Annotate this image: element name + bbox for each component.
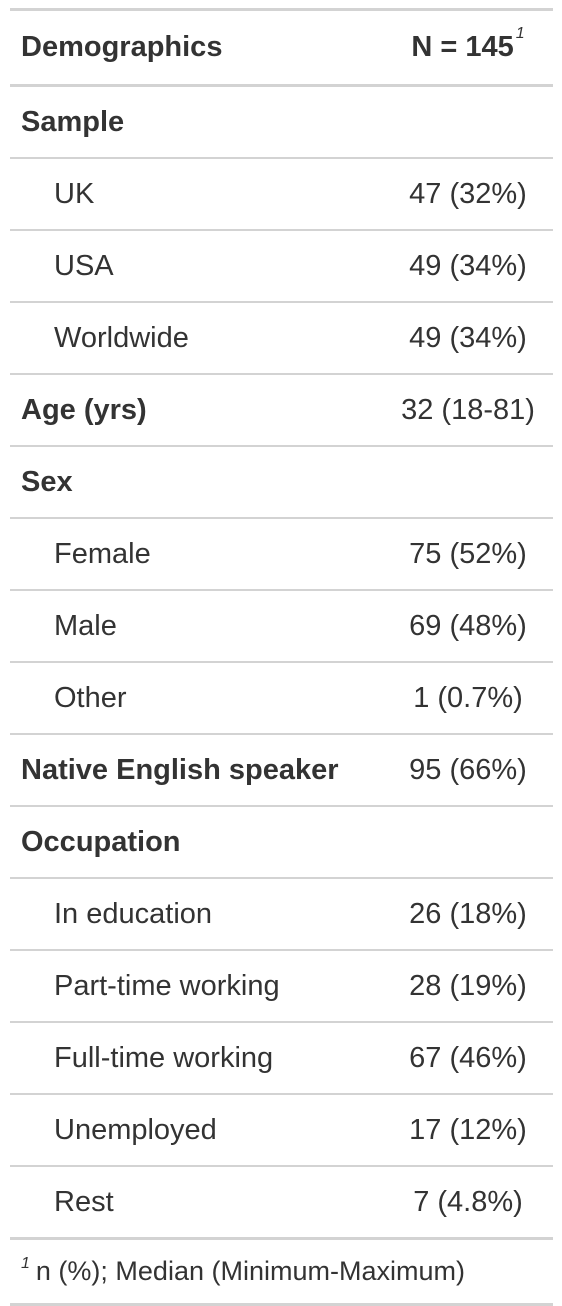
footnote-text: n (%); Median (Minimum-Maximum) (35, 1256, 465, 1286)
table-row: USA 49 (34%) (10, 231, 553, 303)
table-row: Other 1 (0.7%) (10, 663, 553, 735)
row-label: Female (54, 537, 151, 570)
row-value: 28 (19%) (409, 969, 527, 1002)
row-value: 1 (0.7%) (413, 681, 523, 714)
row-value: 95 (66%) (409, 753, 527, 786)
row-label: Sex (21, 465, 73, 498)
footnote-marker-ref: 1 (21, 1254, 30, 1272)
row-label: Full-time working (54, 1041, 274, 1074)
row-label: Rest (54, 1185, 114, 1218)
header-value-text: N = 145 (411, 31, 514, 63)
table-row: Rest 7 (4.8%) (10, 1167, 553, 1240)
table-footnote: 1 n (%); Median (Minimum-Maximum) (10, 1240, 553, 1306)
row-label: Part-time working (54, 969, 280, 1002)
table-row: Unemployed 17 (12%) (10, 1095, 553, 1167)
row-label: Occupation (21, 825, 181, 858)
row-label: Unemployed (54, 1113, 217, 1146)
row-label: In education (54, 897, 213, 930)
table-row: Female 75 (52%) (10, 519, 553, 591)
row-value: 26 (18%) (409, 897, 527, 930)
table-row: Full-time working 67 (46%) (10, 1023, 553, 1095)
row-label: Other (54, 681, 127, 714)
table-row: Part-time working 28 (19%) (10, 951, 553, 1023)
table-row: Sample (10, 87, 553, 159)
row-value: 49 (34%) (409, 321, 527, 354)
row-value: 32 (18-81) (401, 393, 535, 426)
table-row: UK 47 (32%) (10, 159, 553, 231)
table-row: Age (yrs) 32 (18-81) (10, 375, 553, 447)
row-value: 17 (12%) (409, 1113, 527, 1146)
row-value: 7 (4.8%) (413, 1185, 523, 1218)
table-row: Male 69 (48%) (10, 591, 553, 663)
top-rule (10, 8, 553, 11)
row-value: 67 (46%) (409, 1041, 527, 1074)
row-label: Worldwide (54, 321, 189, 354)
row-value: 47 (32%) (409, 177, 527, 210)
row-value: 69 (48%) (409, 609, 527, 642)
row-label: Native English speaker (21, 753, 339, 786)
header-label: Demographics (10, 31, 379, 64)
row-label: Sample (21, 105, 125, 138)
header-value: N = 145 1 (379, 25, 553, 64)
header-label-text: Demographics (21, 31, 223, 63)
table-row: Worldwide 49 (34%) (10, 303, 553, 375)
table-row: Sex (10, 447, 553, 519)
table-row: In education 26 (18%) (10, 879, 553, 951)
row-label: UK (54, 177, 95, 210)
row-label: Male (54, 609, 117, 642)
demographics-table: Demographics N = 145 1 Sample UK 47 (32%) US… (10, 8, 553, 1306)
table-row: Occupation (10, 807, 553, 879)
row-label: Age (yrs) (21, 393, 147, 426)
footnote-marker: 1 (515, 25, 525, 42)
table-body: Sample UK 47 (32%) USA 49 (34%) Worldwide 49 (… (10, 87, 553, 1240)
row-label: USA (54, 249, 114, 282)
table-row: Native English speaker 95 (66%) (10, 735, 553, 807)
row-value: 49 (34%) (409, 249, 527, 282)
row-value: 75 (52%) (409, 537, 527, 570)
table-header: Demographics N = 145 1 (10, 11, 553, 87)
